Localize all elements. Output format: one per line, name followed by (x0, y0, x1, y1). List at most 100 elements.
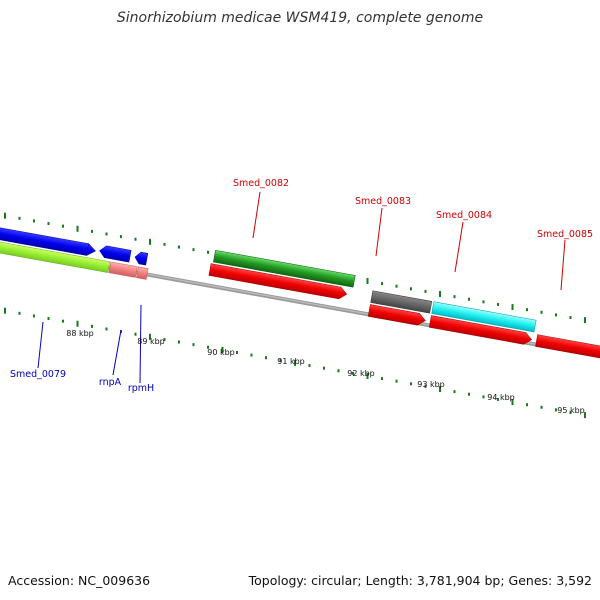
gc-tick (526, 403, 528, 407)
scale-tick-label: 93 kbp (417, 380, 445, 389)
gc-tick (207, 345, 209, 349)
gc-tick (62, 319, 64, 323)
scale-tick-label: 92 kbp (347, 369, 375, 378)
gc-tick (134, 237, 137, 241)
scale-tick-label: 89 kbp (137, 337, 165, 346)
gc-tick (366, 277, 369, 284)
gc-tick (482, 395, 485, 399)
gc-tick (323, 366, 325, 370)
gc-tick (163, 337, 166, 341)
scale-tick-label: 95 kbp (557, 406, 585, 415)
gc-tick (178, 245, 180, 249)
gc-tick (47, 222, 50, 226)
label-smed-0082[interactable]: Smed_0082 (233, 178, 289, 189)
gc-tick (4, 212, 6, 219)
label-rpmH[interactable]: rpmH (128, 383, 154, 394)
gc-tick (511, 304, 514, 311)
gc-tick (294, 359, 296, 366)
gc-tick (482, 300, 485, 304)
gc-tick (453, 390, 456, 394)
gc-tick (410, 382, 412, 386)
gc-tick (91, 324, 93, 328)
gc-tick (381, 377, 383, 381)
gc-tick (395, 284, 398, 288)
label-rnpA[interactable]: rnpA (99, 377, 122, 388)
gc-tick (207, 250, 209, 254)
gc-tick (120, 235, 122, 239)
gc-tick (497, 302, 499, 306)
gc-tick (149, 238, 151, 245)
scale-tick-label: 88 kbp (66, 329, 94, 338)
gc-tick (105, 327, 108, 331)
gc-tick (265, 356, 267, 360)
scale-labels: 88 kbp 89 kbp 90 kbp 91 kbp 92 kbp 93 kbp 94 k… (66, 329, 585, 415)
gc-tick (439, 386, 441, 393)
reverse-labels: Smed_0079 rnpA rpmH (10, 304, 154, 394)
gene-smed-0082[interactable] (213, 249, 356, 288)
gene-smed-0082-red[interactable] (208, 263, 348, 300)
gene-smed-0083[interactable] (370, 290, 433, 314)
gc-tick (569, 411, 572, 415)
gc-tick (76, 225, 79, 232)
gc-tick (105, 232, 108, 236)
gc-tick (352, 371, 354, 375)
gc-tick (337, 369, 340, 373)
genome-summary: Topology: circular; Length: 3,781,904 bp… (248, 573, 592, 588)
gc-tick (192, 248, 195, 252)
gc-tick (308, 364, 311, 368)
gene-band-pink[interactable] (108, 261, 138, 278)
gc-tick (250, 353, 253, 357)
gc-tick (555, 408, 557, 412)
gc-tick (468, 392, 470, 396)
gene-smed-0084-red[interactable] (428, 315, 533, 346)
gc-tick (62, 224, 64, 228)
gc-tick (410, 287, 412, 291)
accession: Accession: NC_009636 (8, 573, 150, 588)
gc-tick (540, 405, 543, 409)
gc-tick (555, 313, 557, 317)
label-smed-0079[interactable]: Smed_0079 (10, 369, 66, 380)
gene-track (0, 218, 600, 376)
label-smed-0084[interactable]: Smed_0084 (436, 210, 492, 221)
gc-tick (91, 229, 93, 233)
gc-tick (569, 316, 572, 320)
gc-tick (584, 412, 586, 419)
gc-tick (163, 242, 166, 246)
gc-tick (149, 333, 151, 340)
gc-tick (76, 320, 79, 327)
gc-tick (497, 397, 499, 401)
scale-tick-label: 94 kbp (487, 393, 515, 402)
gc-tick (18, 311, 21, 315)
gc-tick (453, 295, 456, 299)
gc-tick (381, 282, 383, 286)
gene-smed-0084[interactable] (431, 301, 537, 333)
gc-tick (468, 297, 470, 301)
map-title: Sinorhizobium medicae WSM419, complete g… (117, 10, 483, 26)
label-smed-0083[interactable]: Smed_0083 (355, 196, 411, 207)
gc-tick (424, 384, 427, 388)
gc-tick (33, 314, 35, 318)
scale-tick-label: 90 kbp (207, 348, 235, 357)
gene-smed-0083-red[interactable] (367, 304, 426, 327)
gc-tick (236, 350, 238, 354)
gene-rpmH[interactable] (134, 251, 149, 266)
gene-smed-0079[interactable] (0, 218, 97, 257)
gene-smed-0085-red[interactable] (535, 334, 600, 376)
gc-tick (178, 340, 180, 344)
gc-tick (47, 317, 50, 321)
gene-band-pink-2[interactable] (136, 266, 149, 280)
forward-labels: Smed_0082 Smed_0083 Smed_0084 Smed_0085 (233, 178, 593, 291)
gc-tick (366, 372, 369, 379)
gc-tick (584, 317, 586, 324)
gc-tick (526, 308, 528, 312)
label-smed-0085[interactable]: Smed_0085 (537, 229, 593, 240)
gene-band-lime[interactable] (0, 232, 111, 273)
gene-rnpA[interactable] (98, 245, 132, 263)
gc-tick (33, 219, 35, 223)
gc-tick (424, 289, 427, 293)
gc-tick (511, 399, 514, 406)
gc-tick (4, 307, 6, 314)
gc-tick (439, 291, 441, 298)
gc-tick (192, 343, 195, 347)
